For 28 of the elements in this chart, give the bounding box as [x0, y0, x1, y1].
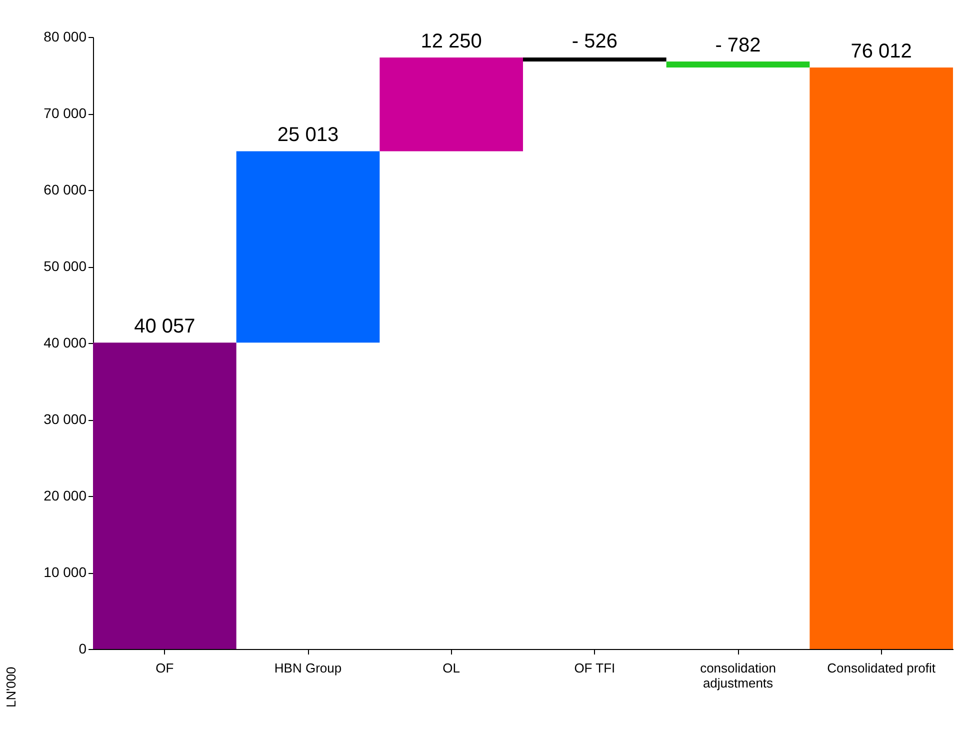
y-axis-title: LN'000 [4, 666, 18, 708]
bar [236, 151, 380, 343]
data-label: - 526 [572, 30, 618, 52]
y-tick-label: 50 000 [44, 258, 87, 274]
bar [380, 58, 523, 152]
data-label: 12 250 [420, 30, 482, 52]
y-tick-label: 80 000 [44, 28, 87, 44]
data-label: 76 012 [850, 40, 912, 63]
data-label: 40 057 [134, 316, 196, 338]
bar [523, 58, 666, 62]
y-tick-label: 40 000 [44, 334, 87, 350]
y-tick-label: 0 [78, 640, 87, 656]
data-label: - 782 [715, 34, 761, 57]
x-tick-label: OF TFI [574, 660, 616, 676]
bar [666, 62, 810, 68]
y-tick-label: 70 000 [44, 105, 87, 121]
y-tick-label: 30 000 [44, 411, 87, 427]
x-tick-label: OF [156, 660, 174, 676]
y-tick-label: 60 000 [44, 182, 87, 198]
y-tick-label: 20 000 [44, 488, 87, 504]
data-label: 25 013 [277, 124, 339, 146]
x-tick-label: OL [442, 660, 460, 676]
bar [810, 68, 953, 649]
bar [93, 342, 236, 649]
x-tick-label: HBN Group [274, 660, 342, 676]
y-tick-label: 10 000 [44, 564, 87, 580]
x-tick-label: Consolidated profit [827, 660, 936, 676]
x-tick-label: consolidation adjustments [700, 660, 776, 690]
